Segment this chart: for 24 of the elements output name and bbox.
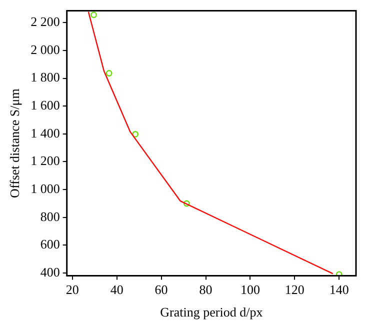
point [132, 130, 139, 138]
y-tick-label: 800 [40, 208, 60, 224]
y-tick-label: 2 200 [30, 14, 60, 30]
x-tick-label: 100 [240, 282, 260, 298]
y-tick-label: 1 600 [30, 98, 60, 113]
x-tick-label: 140 [329, 282, 349, 298]
x-axis-title: Grating period d/px [160, 304, 264, 320]
y-tick-label: 1 800 [30, 70, 60, 85]
y-tick-label: 1 400 [30, 125, 60, 140]
y-axis-title: Offset distance S/μm [7, 88, 22, 198]
point [183, 200, 190, 207]
x-tick-label: 60 [154, 282, 168, 298]
x-tick-label: 40 [110, 282, 124, 298]
x-tick-label: 120 [284, 282, 304, 298]
x-tick-label: 20 [66, 282, 79, 298]
y-tick-label: 400 [40, 264, 60, 280]
y-tick-label: 600 [40, 236, 60, 252]
x-tick-label: 80 [199, 282, 212, 298]
point [106, 70, 112, 76]
point [336, 271, 342, 276]
y-tick-label: 1 000 [30, 180, 60, 196]
y-tick-label: 2 000 [30, 42, 60, 57]
point [90, 12, 97, 18]
y-tick-label: 1 200 [30, 153, 60, 168]
